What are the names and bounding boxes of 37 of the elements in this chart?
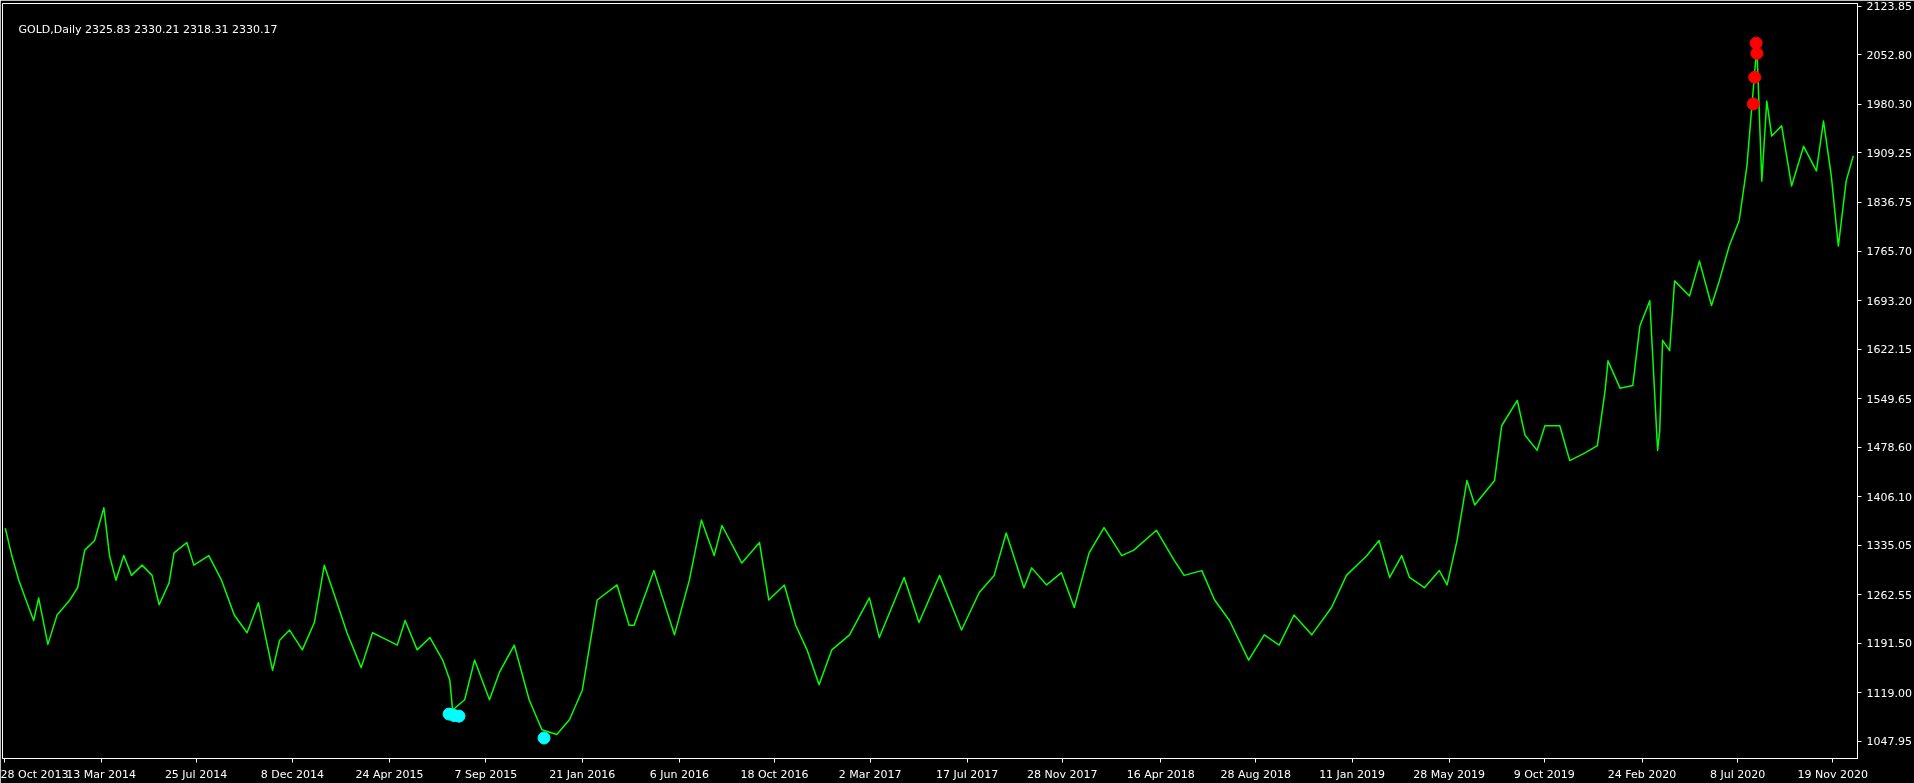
x-tick-label: 28 May 2019	[1413, 767, 1486, 781]
x-tick-label: 24 Feb 2020	[1607, 767, 1677, 781]
y-tick-label: 1406.10	[1866, 490, 1912, 504]
x-tick-label: 13 Mar 2014	[66, 767, 136, 781]
x-tick-label: 25 Jul 2014	[164, 767, 228, 781]
x-tick-label: 24 Apr 2015	[355, 767, 424, 781]
y-tick-label: 1335.05	[1866, 539, 1912, 553]
x-tick-label: 17 Jul 2017	[936, 767, 999, 781]
y-tick-label: 1765.70	[1866, 245, 1912, 259]
x-tick-label: 19 Nov 2020	[1797, 767, 1868, 781]
y-tick-label: 1478.60	[1866, 441, 1912, 455]
x-tick-label: 28 Nov 2017	[1026, 767, 1098, 781]
y-tick-label: 1047.95	[1866, 735, 1912, 749]
y-tick-label: 1262.55	[1866, 588, 1912, 602]
y-tick-label: 1909.25	[1866, 146, 1912, 160]
y-tick-label: 1836.75	[1866, 196, 1912, 210]
y-tick-label: 1119.00	[1866, 686, 1912, 700]
text: GOLD,Daily 2325.83 2330.21 2318.31 2330.17	[18, 22, 278, 36]
x-tick-label: 11 Jan 2019	[1319, 767, 1386, 781]
y-tick-label: 2052.80	[1866, 48, 1912, 62]
x-tick-label: 28 Oct 2013	[0, 767, 69, 781]
x-tick-label: 21 Jan 2016	[549, 767, 616, 781]
x-tick-label: 7 Sep 2015	[454, 767, 518, 781]
y-tick-label: 1622.15	[1866, 343, 1912, 357]
x-tick-label: 8 Dec 2014	[260, 767, 325, 781]
y-tick-label: 1980.30	[1866, 98, 1912, 112]
y-tick-label: 1693.20	[1866, 294, 1912, 308]
x-tick-label: 6 Jun 2016	[649, 767, 710, 781]
y-tick-label: 2123.85	[1866, 0, 1912, 14]
x-tick-label: 9 Oct 2019	[1513, 767, 1575, 781]
x-tick-label: 2 Mar 2017	[838, 767, 902, 781]
y-tick-label: 1549.65	[1866, 392, 1912, 406]
x-tick-label: 8 Jul 2020	[1710, 767, 1766, 781]
y-tick-label: 1191.50	[1866, 637, 1912, 651]
x-tick-label: 16 Apr 2018	[1126, 767, 1195, 781]
x-tick-label: 18 Oct 2016	[740, 767, 809, 781]
x-tick-label: 28 Aug 2018	[1220, 767, 1291, 781]
